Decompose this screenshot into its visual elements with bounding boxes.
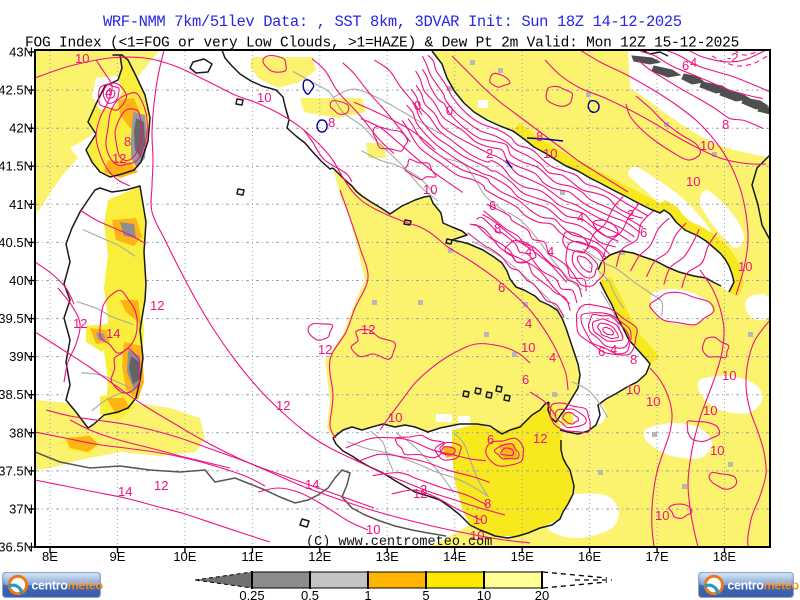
- svg-text:8E: 8E: [42, 549, 58, 564]
- svg-text:39.5N: 39.5N: [0, 311, 33, 326]
- svg-text:8: 8: [630, 352, 637, 367]
- svg-text:40.5N: 40.5N: [0, 235, 33, 250]
- svg-text:40N: 40N: [9, 273, 33, 288]
- svg-text:4: 4: [549, 350, 556, 365]
- svg-text:centrometeo: centrometeo: [727, 579, 799, 593]
- svg-text:12: 12: [361, 322, 375, 337]
- svg-text:38N: 38N: [9, 425, 33, 440]
- svg-text:4: 4: [105, 85, 112, 100]
- svg-text:9E: 9E: [110, 549, 126, 564]
- svg-text:43N: 43N: [9, 45, 33, 60]
- svg-text:18E: 18E: [713, 549, 736, 564]
- svg-text:20: 20: [535, 588, 549, 600]
- svg-text:6: 6: [522, 372, 529, 387]
- svg-text:13E: 13E: [376, 549, 399, 564]
- svg-text:14: 14: [118, 484, 132, 499]
- svg-text:12E: 12E: [308, 549, 331, 564]
- svg-text:4: 4: [690, 55, 697, 70]
- svg-text:10: 10: [626, 382, 640, 397]
- svg-text:16E: 16E: [578, 549, 601, 564]
- svg-text:2: 2: [420, 482, 427, 497]
- svg-text:10: 10: [686, 174, 700, 189]
- svg-text:10: 10: [257, 90, 271, 105]
- svg-text:10: 10: [75, 51, 89, 66]
- svg-text:10: 10: [477, 588, 491, 600]
- svg-text:8: 8: [722, 117, 729, 132]
- svg-text:14E: 14E: [443, 549, 466, 564]
- svg-text:8: 8: [328, 115, 335, 130]
- svg-text:5: 5: [422, 588, 429, 600]
- svg-text:6: 6: [682, 58, 689, 73]
- svg-text:4: 4: [525, 316, 532, 331]
- svg-text:10: 10: [473, 512, 487, 527]
- svg-text:10: 10: [703, 403, 717, 418]
- svg-text:6: 6: [487, 432, 494, 447]
- svg-text:10: 10: [646, 394, 660, 409]
- svg-text:38.5N: 38.5N: [0, 387, 33, 402]
- svg-text:(C) www.centrometeo.com: (C) www.centrometeo.com: [306, 535, 492, 550]
- svg-text:4: 4: [610, 342, 617, 357]
- svg-text:8: 8: [536, 129, 543, 144]
- svg-text:0: 0: [446, 103, 453, 118]
- svg-text:42.5N: 42.5N: [0, 83, 33, 98]
- svg-text:-2: -2: [727, 50, 739, 65]
- svg-text:FOG Index (<1=FOG or very Low: FOG Index (<1=FOG or very Low Clouds, >1…: [25, 36, 739, 52]
- svg-text:12: 12: [112, 151, 126, 166]
- svg-text:14: 14: [305, 477, 319, 492]
- svg-text:12: 12: [150, 298, 164, 313]
- svg-text:15E: 15E: [511, 549, 534, 564]
- svg-text:12: 12: [318, 342, 332, 357]
- svg-text:37.5N: 37.5N: [0, 463, 33, 478]
- svg-text:11E: 11E: [241, 549, 263, 564]
- svg-text:12: 12: [73, 316, 87, 331]
- svg-text:14: 14: [106, 326, 120, 341]
- svg-text:4: 4: [577, 210, 584, 225]
- svg-text:WRF-NMM 7km/51lev Data: , SST: WRF-NMM 7km/51lev Data: , SST 8km, 3DVAR…: [103, 13, 682, 31]
- svg-text:8: 8: [124, 134, 131, 149]
- svg-text:10E: 10E: [173, 549, 196, 564]
- svg-text:10: 10: [366, 522, 380, 537]
- svg-text:6: 6: [489, 198, 496, 213]
- svg-text:36.5N: 36.5N: [0, 540, 33, 555]
- svg-text:0: 0: [414, 98, 421, 113]
- svg-text:10: 10: [722, 368, 736, 383]
- svg-text:10: 10: [738, 259, 752, 274]
- svg-text:2: 2: [486, 146, 493, 161]
- svg-text:0.25: 0.25: [239, 588, 264, 600]
- svg-text:6: 6: [640, 225, 647, 240]
- svg-text:10: 10: [521, 340, 535, 355]
- svg-text:17E: 17E: [646, 549, 669, 564]
- svg-text:6: 6: [498, 280, 505, 295]
- svg-text:1: 1: [364, 588, 371, 600]
- svg-text:8: 8: [484, 496, 491, 511]
- svg-text:6: 6: [598, 344, 605, 359]
- svg-text:10: 10: [700, 138, 714, 153]
- svg-text:37N: 37N: [9, 502, 33, 517]
- svg-text:10: 10: [423, 182, 437, 197]
- svg-text:10: 10: [655, 508, 669, 523]
- svg-text:41.5N: 41.5N: [0, 159, 33, 174]
- svg-text:centrometeo: centrometeo: [31, 579, 103, 593]
- svg-text:12: 12: [533, 431, 547, 446]
- svg-text:2: 2: [627, 207, 634, 222]
- svg-text:12: 12: [413, 486, 427, 501]
- svg-text:8: 8: [494, 221, 501, 236]
- svg-text:41N: 41N: [9, 197, 33, 212]
- svg-text:4: 4: [547, 244, 554, 259]
- svg-text:12: 12: [276, 398, 290, 413]
- svg-text:0.5: 0.5: [301, 588, 319, 600]
- svg-text:12: 12: [154, 478, 168, 493]
- svg-text:39N: 39N: [9, 349, 33, 364]
- svg-text:10: 10: [470, 528, 484, 543]
- svg-text:4: 4: [525, 244, 532, 259]
- svg-text:42N: 42N: [9, 121, 33, 136]
- svg-text:10: 10: [388, 410, 402, 425]
- svg-text:10: 10: [710, 443, 724, 458]
- svg-text:10: 10: [543, 146, 557, 161]
